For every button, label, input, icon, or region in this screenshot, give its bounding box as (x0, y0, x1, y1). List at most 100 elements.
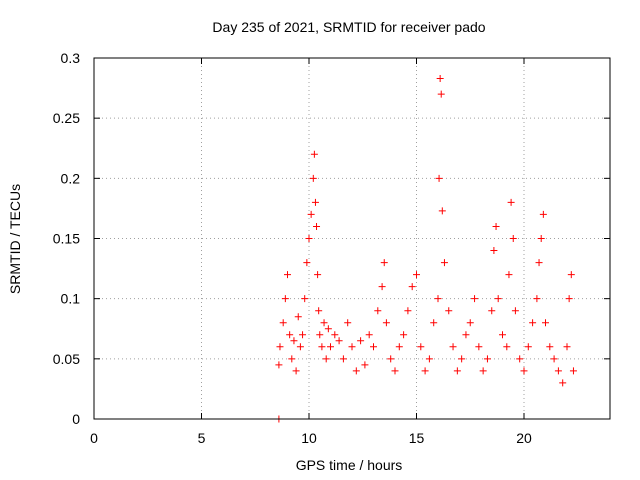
data-point (567, 271, 575, 279)
data-point (417, 343, 425, 351)
axis-ticks: 0 5 10 15 20 0 0.05 0.1 0.15 0.2 0.25 0.3 (53, 50, 610, 446)
data-point (357, 337, 365, 345)
data-point (301, 295, 309, 303)
data-point (279, 319, 287, 327)
data-point (475, 343, 483, 351)
data-point (316, 331, 324, 339)
data-point (529, 319, 537, 327)
plot-frame (93, 57, 611, 420)
data-point (453, 367, 461, 375)
data-point (563, 343, 571, 351)
data-point (294, 313, 302, 321)
data-point (524, 343, 532, 351)
data-point (471, 295, 479, 303)
data-point (565, 295, 573, 303)
data-point (483, 355, 491, 363)
data-point (437, 90, 445, 98)
data-point (535, 259, 543, 267)
data-point (327, 343, 334, 351)
data-point (546, 343, 554, 351)
data-point (408, 283, 416, 291)
data-point (378, 283, 386, 291)
data-point (458, 355, 466, 363)
data-point (462, 331, 470, 339)
data-point (296, 343, 304, 351)
data-point (492, 222, 500, 230)
y-tick-label: 0.2 (61, 170, 81, 186)
data-point (436, 74, 444, 82)
data-point (554, 367, 562, 375)
data-point (516, 355, 524, 363)
data-point (307, 210, 315, 218)
data-point (421, 367, 429, 375)
data-point (288, 355, 296, 363)
data-point (299, 331, 307, 339)
data-point (382, 319, 390, 327)
data-point (503, 343, 511, 351)
y-tick-label: 0.1 (61, 291, 81, 307)
data-point (559, 379, 567, 387)
data-point (292, 367, 300, 375)
data-point (445, 307, 453, 315)
data-point (387, 355, 395, 363)
data-point (284, 271, 291, 279)
y-tick-label: 0.05 (53, 351, 80, 367)
data-point (303, 259, 311, 267)
data-point (520, 367, 528, 375)
data-point (374, 307, 382, 315)
data-point (320, 319, 328, 327)
y-axis-label: SRMTID / TECUs (7, 184, 23, 294)
data-point (335, 337, 343, 345)
chart-title: Day 235 of 2021, SRMTID for receiver pad… (212, 19, 485, 35)
data-point (537, 235, 545, 242)
data-point (275, 361, 283, 369)
x-tick-label: 10 (301, 430, 317, 446)
data-point (310, 150, 318, 158)
grid (94, 58, 610, 419)
data-point (400, 331, 408, 339)
data-point (449, 343, 457, 351)
data-point (404, 307, 412, 315)
data-point (425, 355, 433, 363)
data-point (569, 367, 577, 375)
data-point (533, 295, 541, 303)
data-point (348, 343, 356, 351)
data-point (438, 207, 446, 215)
data-point (365, 331, 373, 339)
x-tick-label: 5 (198, 430, 206, 446)
data-point (281, 295, 289, 303)
data-point (499, 331, 506, 339)
data-point (490, 247, 498, 255)
x-tick-label: 15 (409, 430, 425, 446)
data-point (339, 355, 347, 363)
data-point (507, 198, 515, 206)
x-axis-label: GPS time / hours (296, 457, 403, 473)
data-point (344, 319, 352, 327)
data-point (361, 361, 369, 369)
data-point (352, 367, 360, 375)
y-tick-label: 0 (72, 411, 80, 427)
data-point (511, 307, 519, 315)
data-point (322, 355, 330, 363)
data-point (494, 295, 502, 303)
y-tick-label: 0.3 (61, 50, 81, 66)
data-point (309, 174, 317, 182)
data-point (315, 307, 323, 315)
y-tick-label: 0.15 (53, 231, 80, 247)
data-point (331, 331, 339, 339)
data-point (539, 210, 547, 218)
data-point (435, 174, 443, 182)
data-point (542, 319, 549, 327)
y-tick-label: 0.25 (53, 110, 80, 126)
x-tick-label: 0 (90, 430, 98, 446)
data-point (505, 271, 513, 279)
data-point (324, 325, 332, 333)
data-point (395, 343, 403, 351)
data-point (314, 271, 322, 279)
data-point (413, 271, 420, 279)
data-point (380, 259, 388, 267)
data-point (318, 343, 326, 351)
x-tick-label: 20 (516, 430, 532, 446)
data-point (509, 235, 517, 242)
